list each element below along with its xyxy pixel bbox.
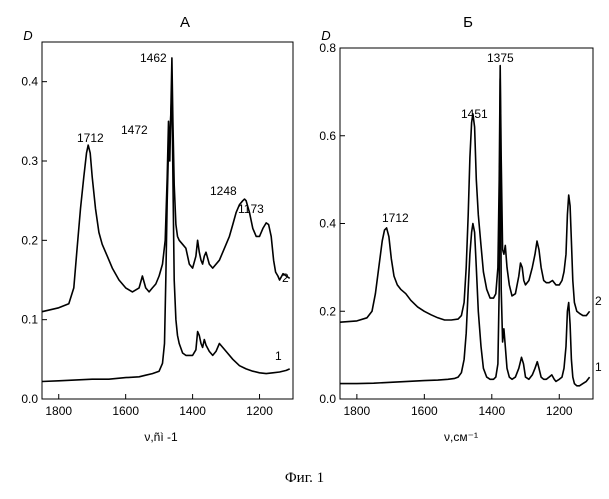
panel-b-y-tick-label: 0.0 xyxy=(319,392,336,406)
panel-a-peak-label-1173: 1173 xyxy=(238,202,264,216)
panel-a-peak-label-1712: 1712 xyxy=(77,131,104,145)
panel-a-x-axis-label: ν,ñì -1 xyxy=(144,430,178,444)
panel-a-peak-label-1462: 1462 xyxy=(140,51,167,65)
panel-b-series-line-2 xyxy=(339,64,591,323)
panel-a-y-tick-label: 0.1 xyxy=(21,313,38,327)
panel-a-plot-frame xyxy=(41,41,294,400)
panel-a: А D 1800 1600 1400 1200 0.0 0.1 0.2 0.3 0.4 ν,ñì… xyxy=(21,14,294,444)
panel-a-y-tick-label: 0.4 xyxy=(21,75,38,89)
panel-a-x-tick-label: 1600 xyxy=(112,404,139,418)
panel-b-x-tick-label: 1400 xyxy=(478,404,505,418)
panel-b-title: Б xyxy=(463,14,473,31)
panel-b: Б D 1800 1600 1400 1200 0.0 0.2 0.4 0.6 0.8 ν,см… xyxy=(319,14,602,444)
panel-b-y-tick-label: 0.4 xyxy=(319,217,336,231)
panel-b-y-tick-label: 0.2 xyxy=(319,304,336,318)
panel-a-y-axis-label: D xyxy=(23,28,32,43)
panel-b-plot-frame xyxy=(339,47,594,400)
panel-a-y-tick-label: 0.3 xyxy=(21,154,38,168)
panel-a-peak-label-1472: 1472 xyxy=(121,123,148,137)
panel-b-x-axis-label: ν,см⁻¹ xyxy=(444,430,478,444)
panel-b-ticks: 1800 1600 1400 1200 0.0 0.2 0.4 0.6 0.8 xyxy=(319,41,573,418)
panel-a-curve-id-1: 1 xyxy=(275,349,282,363)
panel-b-curve-id-2: 2 xyxy=(595,294,602,308)
panel-a-title: А xyxy=(180,14,190,31)
panel-a-ticks: 1800 1600 1400 1200 0.0 0.1 0.2 0.3 0.4 xyxy=(21,75,273,418)
panel-a-x-tick-label: 1200 xyxy=(246,404,273,418)
panel-b-y-axis-label: D xyxy=(321,28,330,43)
panel-a-y-tick-label: 0.2 xyxy=(21,233,38,247)
panel-a-peak-label-1248: 1248 xyxy=(210,184,237,198)
panel-a-x-tick-label: 1800 xyxy=(45,404,72,418)
figure-caption: Фиг. 1 xyxy=(284,470,325,486)
panel-b-curve-id-1: 1 xyxy=(595,360,602,374)
panel-b-x-tick-label: 1800 xyxy=(344,404,371,418)
panel-a-series-line-2 xyxy=(41,57,291,313)
panel-b-x-tick-label: 1200 xyxy=(546,404,573,418)
panel-b-peak-label-1451: 1451 xyxy=(461,107,488,121)
panel-a-curve-id-2: 2 xyxy=(282,271,289,285)
figure: А D 1800 1600 1400 1200 0.0 0.1 0.2 0.3 0.4 ν,ñì… xyxy=(21,14,602,444)
panel-b-series-line-1 xyxy=(340,77,591,387)
panel-b-series xyxy=(339,64,591,387)
panel-b-x-tick-label: 1600 xyxy=(411,404,438,418)
panel-a-series xyxy=(41,57,291,383)
panel-a-y-tick-label: 0.0 xyxy=(21,392,38,406)
panel-b-peak-label-1712: 1712 xyxy=(382,211,409,225)
panel-a-series-line-1 xyxy=(41,88,291,383)
panel-a-x-tick-label: 1400 xyxy=(179,404,206,418)
panel-b-y-tick-label: 0.8 xyxy=(319,41,336,55)
panel-b-peak-label-1375: 1375 xyxy=(487,51,514,65)
panel-b-y-tick-label: 0.6 xyxy=(319,129,336,143)
